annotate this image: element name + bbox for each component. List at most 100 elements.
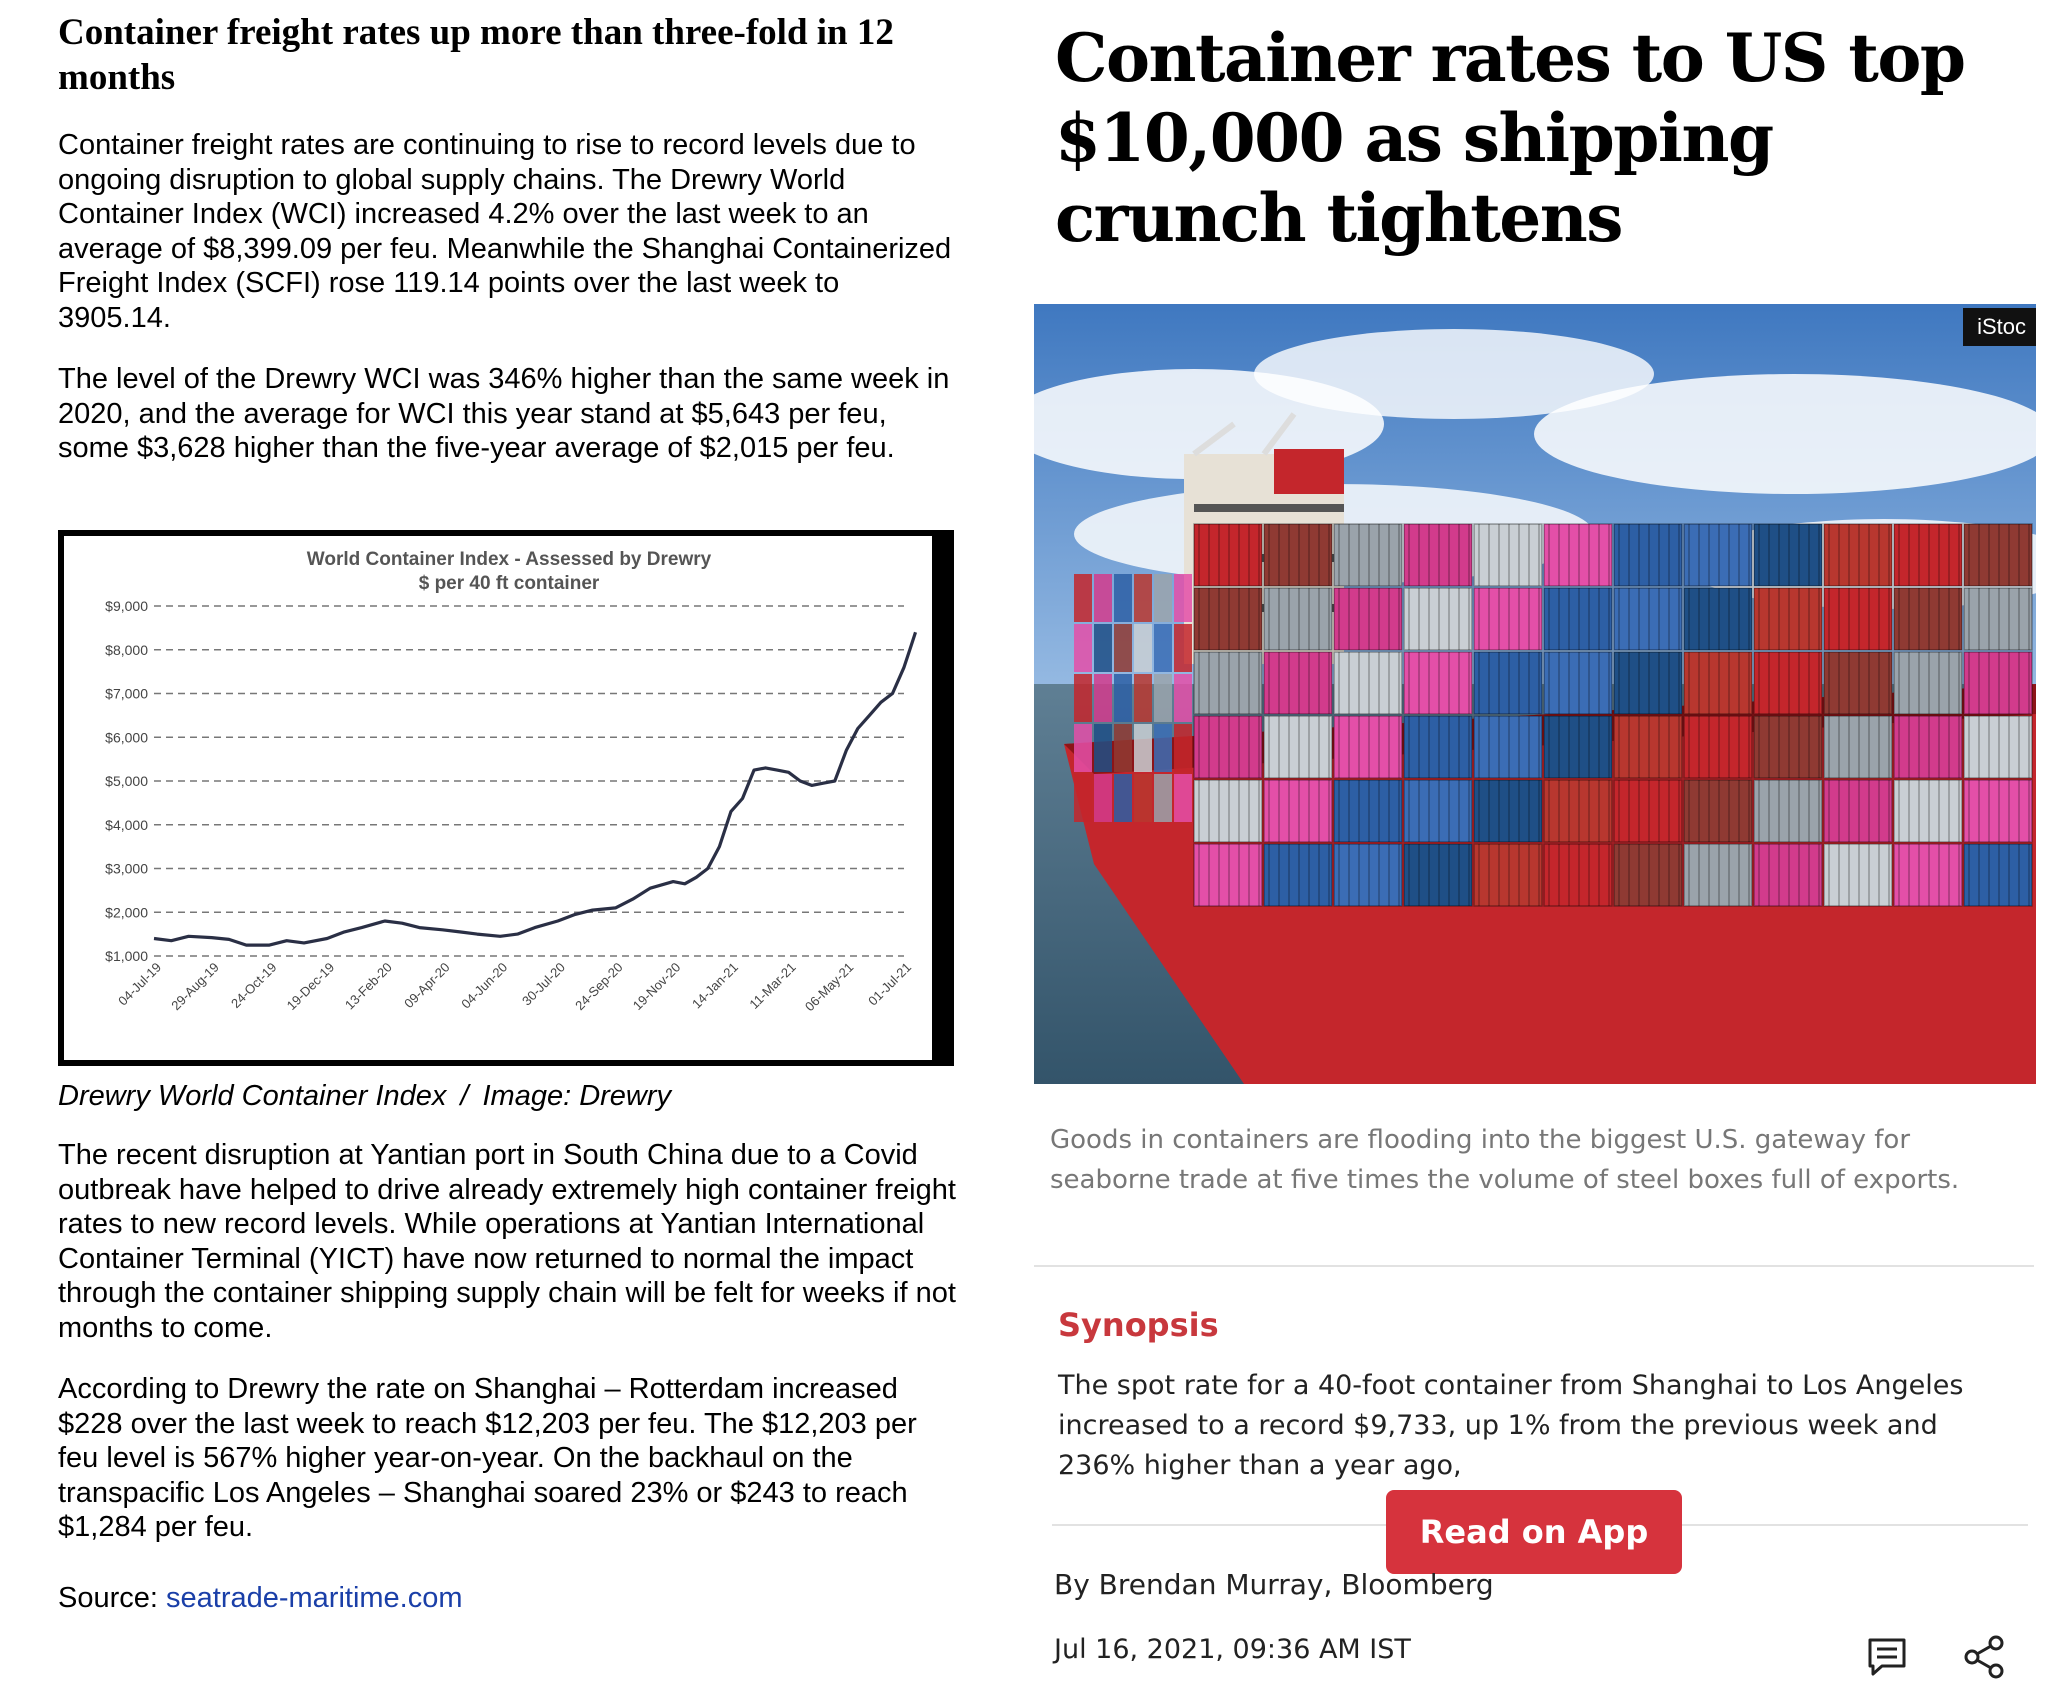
container-ribbing (1964, 588, 2032, 650)
container-ribbing (1684, 844, 1752, 906)
synopsis-heading: Synopsis (1058, 1306, 1219, 1344)
container-ribbing (1894, 524, 1962, 586)
chart-x-tick-label: 09-Apr-20 (401, 960, 452, 1011)
shipping-container (1074, 624, 1092, 672)
container-ribbing (1194, 652, 1262, 714)
container-ribbing (1264, 780, 1332, 842)
chart-x-tick-label: 14-Jan-21 (689, 960, 741, 1012)
container-ribbing (1404, 844, 1472, 906)
container-ribbing (1964, 652, 2032, 714)
container-ribbing (1894, 780, 1962, 842)
container-ribbing (1824, 652, 1892, 714)
container-ribbing (1964, 524, 2032, 586)
container-ribbing (1334, 716, 1402, 778)
container-ribbing (1404, 716, 1472, 778)
container-ribbing (1684, 716, 1752, 778)
shipping-container (1154, 624, 1172, 672)
container-ribbing (1474, 716, 1542, 778)
container-ribbing (1754, 716, 1822, 778)
container-ribbing (1544, 780, 1612, 842)
container-ribbing (1544, 588, 1612, 650)
shipping-container (1154, 674, 1172, 722)
container-ribbing (1194, 524, 1262, 586)
container-ribbing (1684, 588, 1752, 650)
container-ribbing (1964, 844, 2032, 906)
read-on-app-button[interactable]: Read on App (1386, 1490, 1682, 1574)
shipping-container (1134, 624, 1152, 672)
chart-y-tick-label: $4,000 (105, 817, 148, 833)
source-line: Source: seatrade-maritime.com (58, 1582, 463, 1615)
container-ribbing (1264, 652, 1332, 714)
publish-date: Jul 16, 2021, 09:36 AM IST (1054, 1634, 1411, 1665)
shipping-container (1114, 674, 1132, 722)
shipping-container (1174, 724, 1192, 772)
chart-y-axis: $1,000 $2,000 $3,000 $4,000 $5,000 $6,000 $7,0… (105, 598, 148, 964)
chart-x-tick-label: 30-Jul-20 (519, 960, 568, 1009)
shipping-container (1114, 724, 1132, 772)
shipping-container (1154, 774, 1172, 822)
container-ribbing (1264, 588, 1332, 650)
chart-x-tick-label: 19-Nov-20 (630, 960, 684, 1014)
chart-series-line (153, 631, 918, 947)
left-article-title: Container freight rates up more than thr… (58, 12, 894, 98)
chart-x-tick-label: 06-May-21 (802, 960, 857, 1015)
container-ribbing (1614, 844, 1682, 906)
shipping-container (1074, 774, 1092, 822)
shipping-container (1094, 774, 1112, 822)
comment-icon[interactable] (1862, 1632, 1912, 1682)
container-ribbing (1684, 524, 1752, 586)
chart-y-tick-label: $7,000 (105, 686, 148, 702)
container-ribbing (1404, 780, 1472, 842)
caption-title: Drewry World Container Index (58, 1080, 447, 1112)
container-ribbing (1614, 652, 1682, 714)
container-ribbing (1614, 716, 1682, 778)
photo-credit-badge: iStoc (1963, 308, 2036, 346)
chart-x-tick-label: 24-Oct-19 (228, 960, 279, 1011)
shipping-container (1094, 624, 1112, 672)
chart-gridlines (154, 605, 904, 957)
shipping-container (1174, 674, 1192, 722)
container-ribbing (1404, 588, 1472, 650)
container-ribbing (1474, 652, 1542, 714)
chart-y-tick-label: $6,000 (105, 729, 148, 745)
container-ribbing (1894, 716, 1962, 778)
container-ribbing (1544, 844, 1612, 906)
shipping-container (1114, 574, 1132, 622)
chart-x-tick-label: 01-Jul-21 (865, 960, 914, 1009)
container-ribbing (1194, 588, 1262, 650)
chart-plot-area: World Container Index - Assessed by Drew… (64, 536, 932, 1060)
container-ribbing (1474, 780, 1542, 842)
container-ribbing (1614, 524, 1682, 586)
chart-y-tick-label: $1,000 (105, 948, 148, 964)
container-ribbing (1404, 652, 1472, 714)
chart-y-tick-label: $2,000 (105, 904, 148, 920)
chart-x-axis: 04-Jul-19 29-Aug-19 24-Oct-19 19-Dec-19 13-F… (115, 960, 914, 1015)
container-ribbing (1894, 844, 1962, 906)
source-link[interactable]: seatrade-maritime.com (166, 1582, 463, 1614)
container-ribbing (1824, 716, 1892, 778)
left-paragraph-2: The level of the Drewry WCI was 346% hig… (58, 363, 950, 464)
divider (1034, 1265, 2034, 1267)
source-label: Source: (58, 1582, 166, 1614)
share-icon[interactable] (1960, 1632, 2010, 1682)
container-ribbing (1334, 652, 1402, 714)
container-ribbing (1614, 588, 1682, 650)
container-ribbing (1264, 716, 1332, 778)
container-ship-illustration (1034, 304, 2036, 1084)
container-ribbing (1894, 588, 1962, 650)
container-ribbing (1334, 588, 1402, 650)
container-ribbing (1194, 716, 1262, 778)
container-ribbing (1614, 780, 1682, 842)
ship-photo: iStoc (1034, 304, 2036, 1084)
photo-caption: Goods in containers are flooding into th… (1050, 1125, 1960, 1195)
chart-x-tick-label: 11-Mar-21 (746, 960, 798, 1012)
shipping-container (1074, 724, 1092, 772)
shipping-container (1074, 574, 1092, 622)
right-article-title: Container rates to US top $10,000 as shi… (1055, 19, 1966, 257)
shipping-container (1114, 624, 1132, 672)
container-ribbing (1544, 524, 1612, 586)
container-ribbing (1754, 652, 1822, 714)
container-ribbing (1474, 588, 1542, 650)
container-ribbing (1194, 844, 1262, 906)
shipping-container (1134, 724, 1152, 772)
